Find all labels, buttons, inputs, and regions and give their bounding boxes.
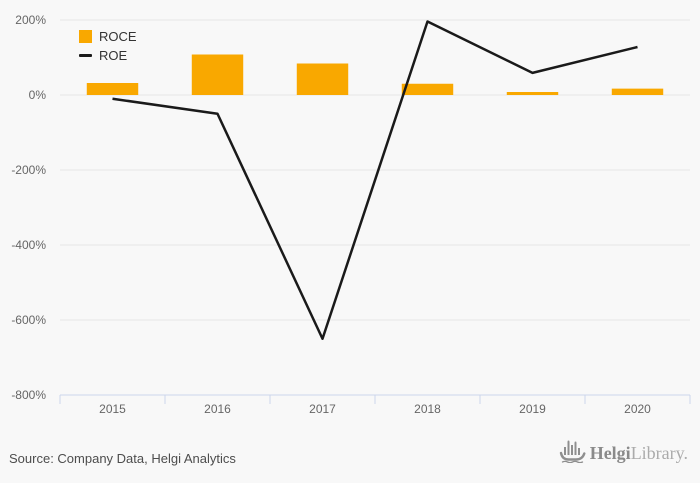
legend-label-roce: ROCE <box>99 29 137 44</box>
x-axis-label-2017: 2017 <box>309 402 336 416</box>
legend-item-roe[interactable]: ROE <box>79 48 137 63</box>
y-axis-tick-label: 200% <box>15 13 46 27</box>
chart-legend: ROCE ROE <box>79 29 137 63</box>
legend-item-roce[interactable]: ROCE <box>79 29 137 44</box>
source-note: Source: Company Data, Helgi Analytics <box>9 451 236 466</box>
bar-roce-2018[interactable] <box>401 83 454 95</box>
helgi-library-logo[interactable]: HelgiLibrary. <box>559 440 688 464</box>
y-axis-tick-label: 0% <box>29 88 47 102</box>
bar-roce-2016[interactable] <box>191 54 244 96</box>
y-axis-tick-label: -200% <box>11 163 46 177</box>
x-axis-label-2019: 2019 <box>519 402 546 416</box>
logo-text-helgi: Helgi <box>589 443 631 463</box>
roe-line-swatch-icon <box>79 54 92 57</box>
x-axis-label-2016: 2016 <box>204 402 231 416</box>
y-axis-tick-label: -400% <box>11 238 46 252</box>
bar-roce-2019[interactable] <box>506 92 559 95</box>
y-axis-tick-label: -600% <box>11 313 46 327</box>
legend-label-roe: ROE <box>99 48 128 63</box>
line-roe[interactable] <box>112 20 638 340</box>
bar-roce-2017[interactable] <box>296 63 349 96</box>
logo-text-library: Library. <box>630 443 688 463</box>
roce-bar-swatch-icon <box>79 30 92 43</box>
y-axis-tick-label: -800% <box>11 388 46 402</box>
chart-canvas: 200% 0% -200% -400% -600% -800% 2015 2016 2017 20… <box>11 13 691 416</box>
logo-wordmark: HelgiLibrary. <box>590 442 688 464</box>
chart-footer: Source: Company Data, Helgi Analytics <box>0 432 700 483</box>
roce-roe-chart: 200% 0% -200% -400% -600% -800% 2015 2016 2017 20… <box>11 13 691 416</box>
viking-ship-icon <box>559 440 586 463</box>
bar-roce-2020[interactable] <box>611 88 664 95</box>
x-axis-label-2015: 2015 <box>99 402 126 416</box>
x-axis-label-2018: 2018 <box>414 402 441 416</box>
bar-roce-2015[interactable] <box>86 83 139 95</box>
x-axis-label-2020: 2020 <box>624 402 651 416</box>
